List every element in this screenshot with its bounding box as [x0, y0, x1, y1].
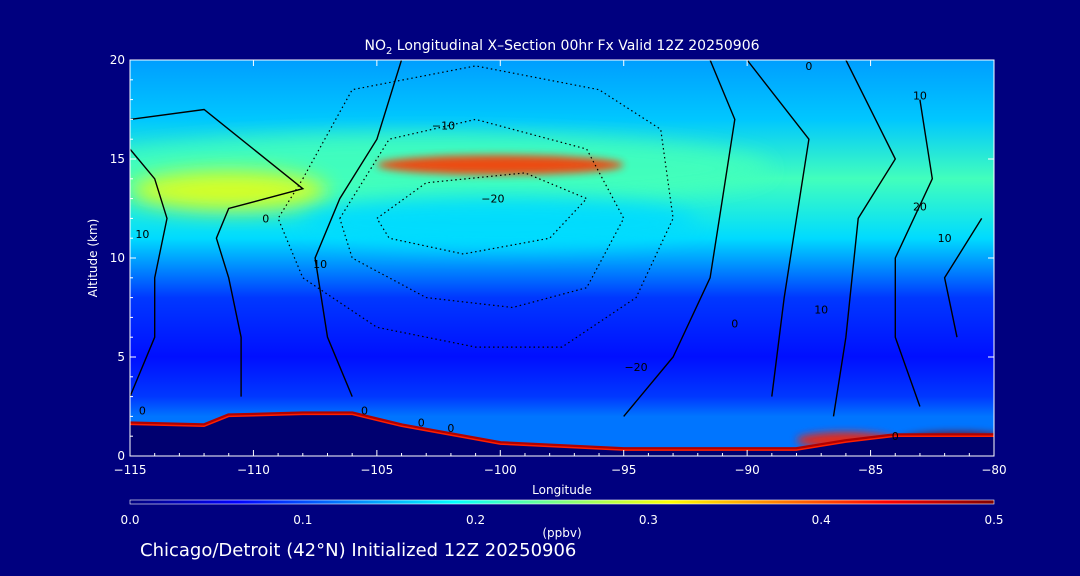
contour-solid-6	[894, 99, 934, 407]
x-tick-label: −95	[611, 463, 636, 477]
terrain-fill	[130, 414, 994, 456]
contour-label: 0	[805, 60, 812, 73]
x-axis-ticks: −115 −110 −105 −100 −95 −90 −85 −80	[114, 60, 1007, 477]
colorbar-tick-label: 0.0	[120, 513, 139, 527]
contour-label: 0	[262, 212, 269, 225]
colorbar-tick-label: 0.4	[812, 513, 831, 527]
x-axis-label: Longitude	[532, 483, 592, 497]
y-tick-label: 5	[117, 350, 125, 364]
colorbar-unit-label: (ppbv)	[542, 526, 581, 540]
colorbar: 0.0 0.1 0.2 0.3 0.4 0.5 (ppbv)	[120, 499, 1004, 540]
x-tick-label: −90	[734, 463, 759, 477]
contour-label: −20	[481, 193, 504, 206]
contour-dotted-8	[277, 65, 674, 348]
contour-solid-4	[746, 60, 810, 397]
contour-label: −20	[624, 361, 647, 374]
x-tick-label: −115	[114, 463, 147, 477]
contour-label: 10	[913, 90, 927, 103]
y-axis-ticks: 0 5 10 15 20	[110, 53, 994, 463]
contour-label: 0	[139, 404, 146, 417]
terrain-edge-line	[130, 413, 994, 451]
colorbar-ticks: 0.0 0.1 0.2 0.3 0.4 0.5	[120, 513, 1003, 527]
contour-label: 20	[913, 200, 927, 213]
x-tick-label: −85	[858, 463, 883, 477]
colorbar-tick-label: 0.5	[984, 513, 1003, 527]
contour-labels: 0 10 0 10 0 0 0 −10 −20 −20 0 0 10 20 10 10 0	[135, 60, 951, 443]
contour-label: 10	[313, 258, 327, 271]
contour-solid-7	[943, 218, 983, 338]
y-tick-label: 15	[110, 152, 125, 166]
contour-solid-2	[314, 60, 403, 397]
colorbar-tick-label: 0.2	[466, 513, 485, 527]
footer-caption: Chicago/Detroit (42°N) Initialized 12Z 2…	[140, 540, 577, 561]
contour-label: 0	[418, 416, 425, 429]
y-tick-label: 20	[110, 53, 125, 67]
contour-dotted-9	[339, 118, 625, 309]
contour-label: 0	[447, 422, 454, 435]
feature-west-max	[130, 170, 328, 211]
contour-label: 10	[814, 303, 828, 316]
contour-solid-5	[832, 60, 897, 417]
x-tick-label: −110	[237, 463, 270, 477]
x-tick-label: −105	[360, 463, 393, 477]
contour-label: 0	[731, 317, 738, 330]
colorbar-tick-label: 0.1	[293, 513, 312, 527]
contour-label: 0	[361, 404, 368, 417]
contour-lines	[130, 60, 983, 417]
colorbar-bar	[129, 499, 995, 505]
y-tick-label: 0	[117, 449, 125, 463]
contour-label: 0	[892, 430, 899, 443]
contour-label: 10	[135, 228, 149, 241]
contour-label: −10	[432, 119, 455, 132]
feature-core-max	[376, 155, 624, 175]
contour-solid-1	[130, 148, 168, 397]
y-tick-label: 10	[110, 251, 125, 265]
feature-mid-band	[302, 196, 698, 249]
background-field	[130, 60, 994, 456]
x-tick-label: −80	[981, 463, 1006, 477]
concentration-features	[130, 133, 994, 453]
chart-title: NO2 Longitudinal X–Section 00hr Fx Valid…	[364, 38, 759, 57]
contour-solid-3	[623, 60, 736, 417]
contour-solid-0	[130, 108, 305, 397]
contour-dotted-10	[376, 172, 588, 255]
contour-label: 10	[938, 232, 952, 245]
colorbar-tick-label: 0.3	[639, 513, 658, 527]
plot-area: 0 10 0 10 0 0 0 −10 −20 −20 0 0 10 20 10 10 0	[130, 60, 994, 456]
terrain-mask	[130, 411, 994, 456]
y-axis-label: Altitude (km)	[86, 219, 100, 298]
x-tick-label: −100	[484, 463, 517, 477]
